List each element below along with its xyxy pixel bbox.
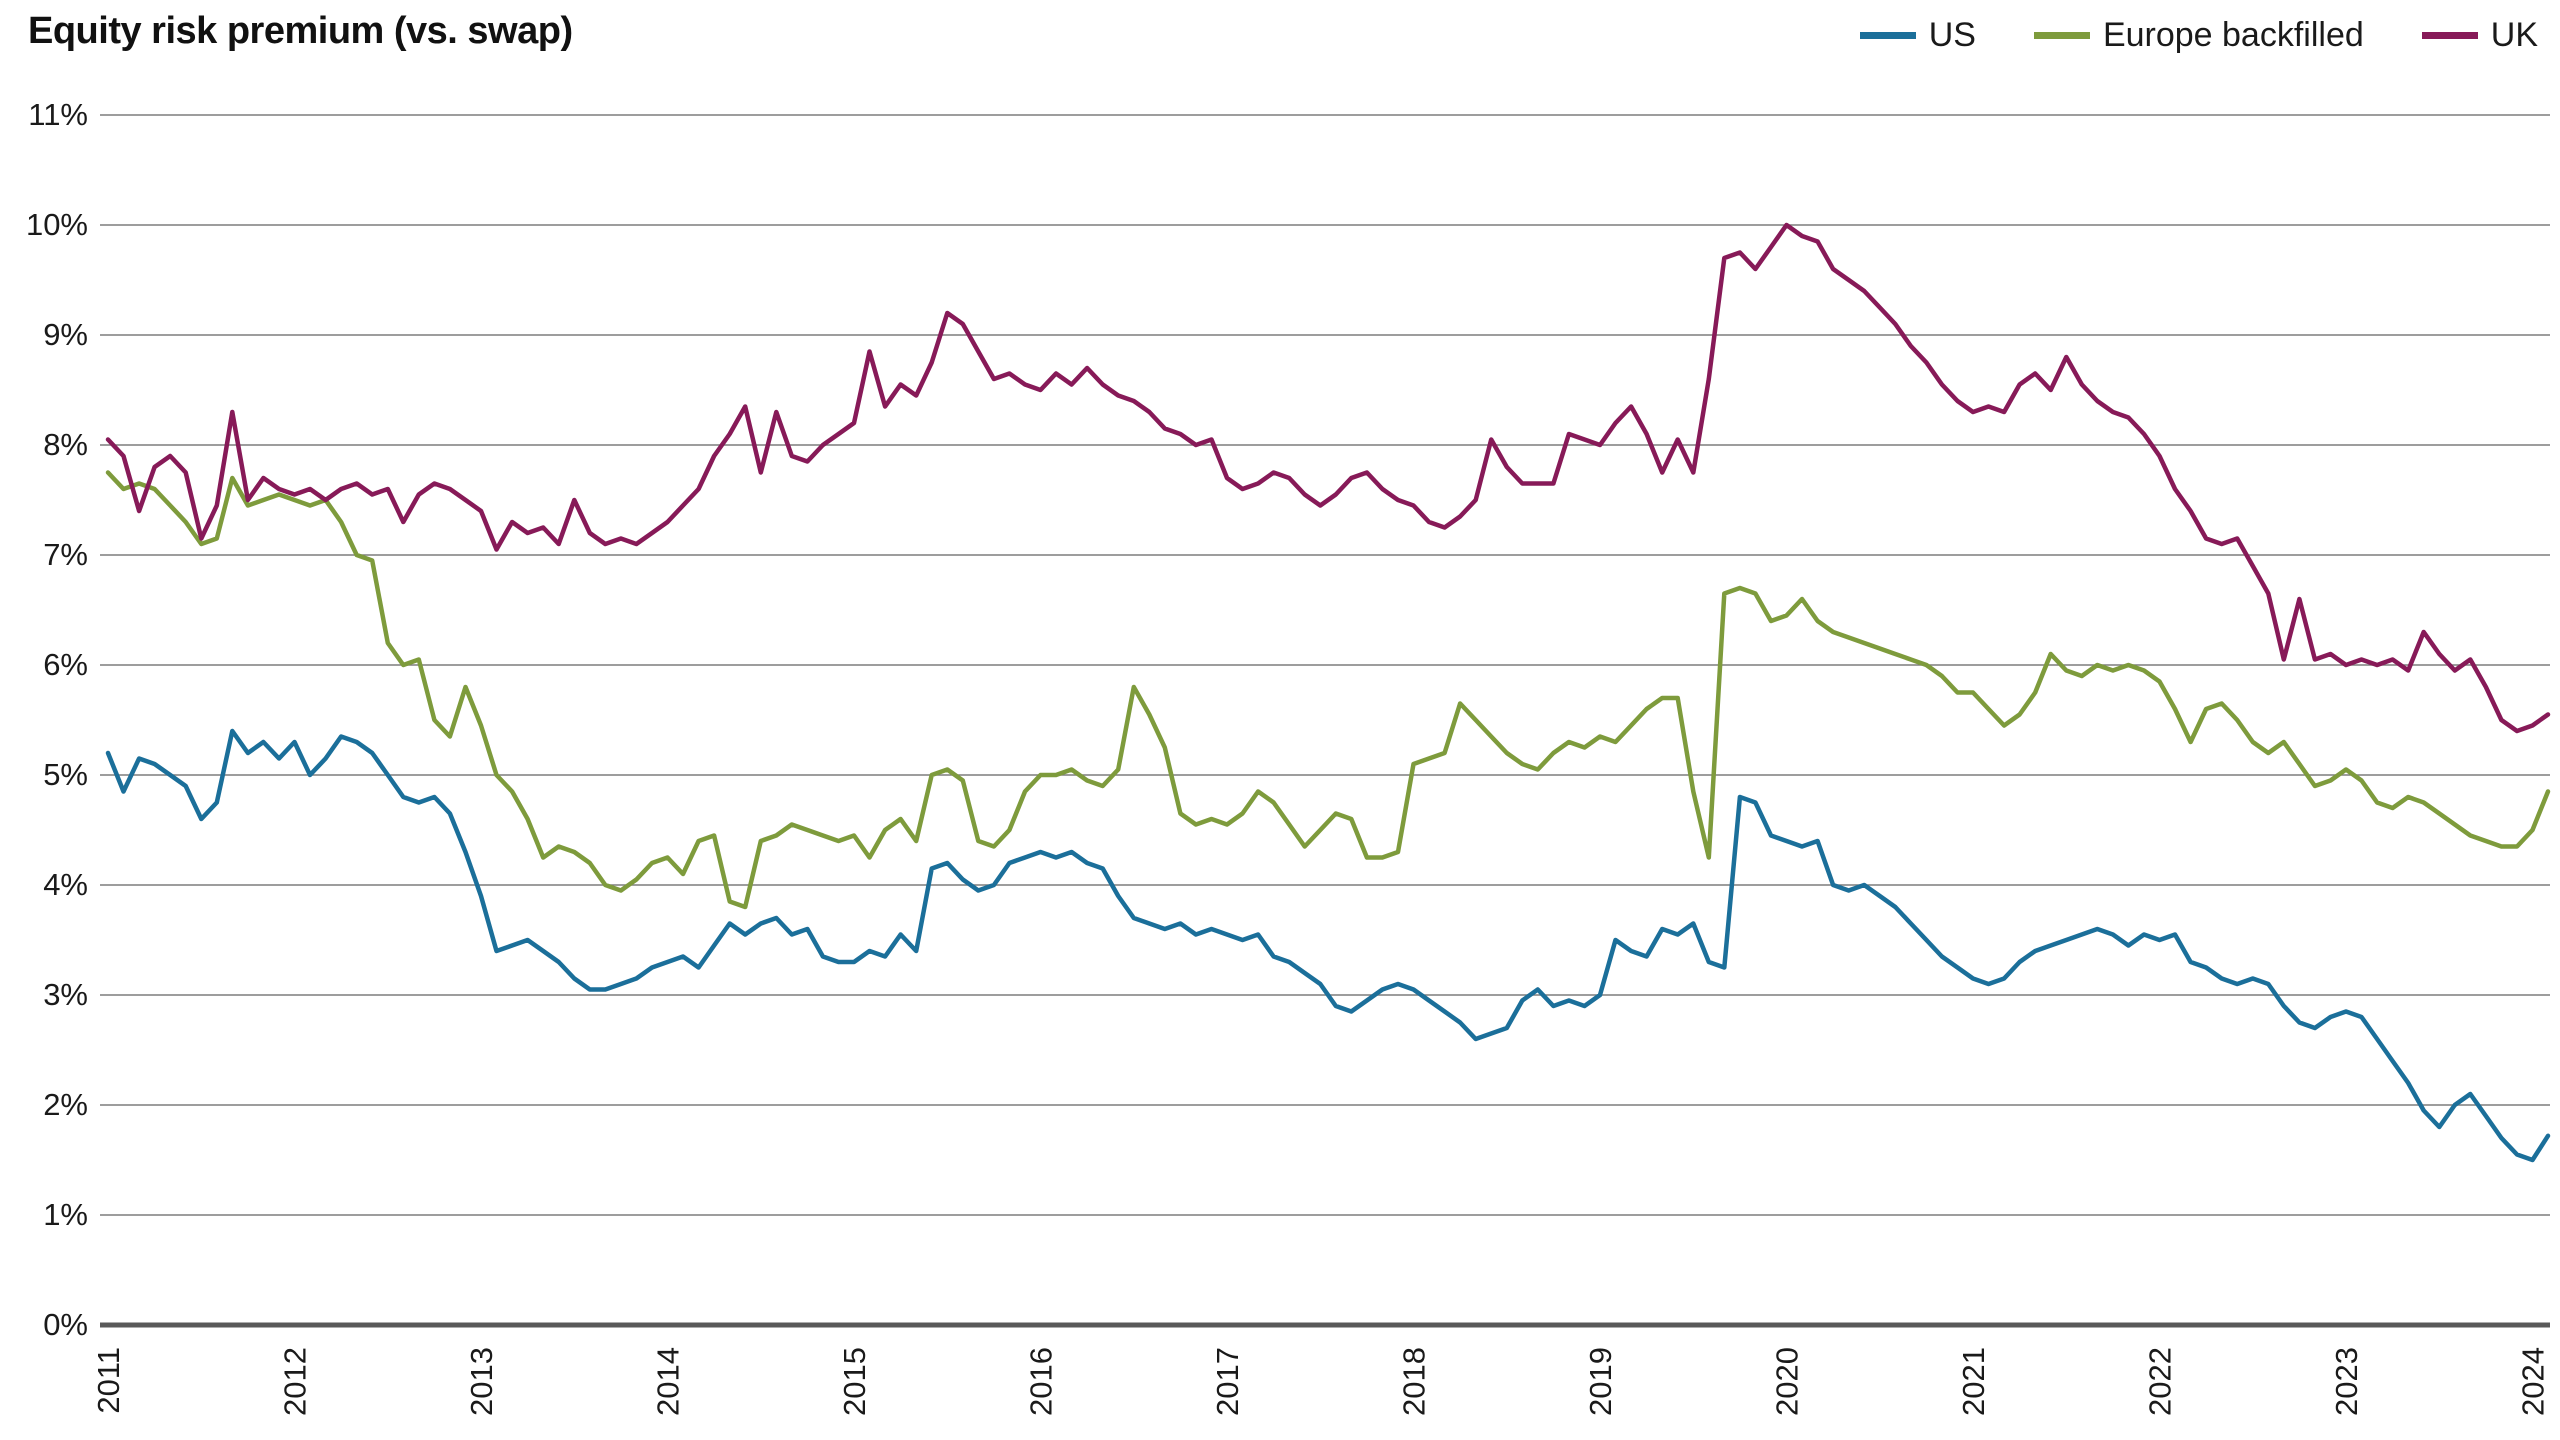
legend-label-uk: UK xyxy=(2490,16,2538,54)
y-tick-label: 2% xyxy=(43,1087,88,1122)
series-line-us xyxy=(105,728,2551,1163)
legend-swatch-europe-backfilled xyxy=(2033,32,2090,39)
legend-swatch-uk xyxy=(2421,32,2478,39)
y-tick-label: 7% xyxy=(43,537,88,572)
y-tick-label: 1% xyxy=(43,1197,88,1232)
legend-label-europe-backfilled: Europe backfilled xyxy=(2102,16,2364,54)
y-tick-label: 4% xyxy=(43,867,88,902)
legend-swatch-us xyxy=(1859,32,1916,39)
legend-item-us: US xyxy=(1859,16,1976,55)
x-tick-label: 2012 xyxy=(278,1347,313,1416)
legend: US Europe backfilled UK xyxy=(1859,10,2538,55)
x-tick-label: 2011 xyxy=(91,1347,126,1414)
x-tick-label: 2016 xyxy=(1024,1347,1059,1416)
x-tick-label: 2013 xyxy=(464,1347,499,1416)
chart-header: Equity risk premium (vs. swap) US Europe… xyxy=(28,10,2538,55)
x-tick-label: 2014 xyxy=(651,1347,686,1416)
y-tick-label: 10% xyxy=(26,207,88,242)
y-tick-label: 6% xyxy=(43,647,88,682)
series-line-uk xyxy=(105,222,2551,734)
x-tick-label: 2022 xyxy=(2143,1347,2178,1416)
x-tick-label: 2021 xyxy=(1956,1347,1991,1416)
legend-item-uk: UK xyxy=(2421,16,2538,55)
x-tick-label: 2020 xyxy=(1770,1347,1805,1416)
y-tick-label: 8% xyxy=(43,427,88,462)
y-tick-label: 11% xyxy=(28,97,88,132)
x-tick-label: 2023 xyxy=(2329,1347,2364,1416)
x-tick-label: 2015 xyxy=(837,1347,872,1416)
legend-label-us: US xyxy=(1928,16,1976,54)
series-line-europe-backfilled xyxy=(105,470,2551,910)
x-tick-label: 2018 xyxy=(1397,1347,1432,1416)
chart-title: Equity risk premium (vs. swap) xyxy=(28,10,573,52)
y-tick-label: 0% xyxy=(43,1307,88,1342)
x-tick-label: 2017 xyxy=(1210,1347,1245,1416)
y-tick-label: 3% xyxy=(43,977,88,1012)
y-tick-label: 5% xyxy=(43,757,88,792)
legend-item-europe-backfilled: Europe backfilled xyxy=(2033,16,2364,55)
x-tick-label: 2024 xyxy=(2516,1347,2551,1416)
y-tick-label: 9% xyxy=(43,317,88,352)
x-tick-label: 2019 xyxy=(1583,1347,1618,1416)
